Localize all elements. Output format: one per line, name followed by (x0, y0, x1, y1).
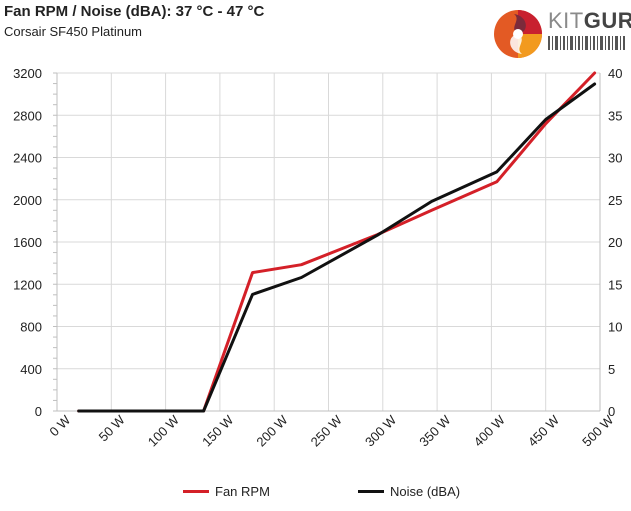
x-tick-label: 250 W (308, 412, 346, 450)
barcode-icon (548, 36, 625, 50)
y-right-tick-label: 15 (608, 277, 622, 292)
kitguru-logo: KITGURU (488, 2, 631, 64)
x-tick-label: 400 W (471, 412, 509, 450)
y-left-tick-label: 1600 (13, 235, 42, 250)
x-tick-label: 350 W (416, 412, 454, 450)
y-left-tick-label: 2400 (13, 151, 42, 166)
chart-title: Fan RPM / Noise (dBA): 37 °C - 47 °C (4, 3, 265, 20)
legend-item-fan-rpm: Fan RPM (183, 484, 270, 499)
series-line-noise (77, 82, 597, 413)
y-left-tick-label: 800 (20, 320, 42, 335)
x-tick-label: 450 W (525, 412, 563, 450)
y-left-tick-label: 400 (20, 362, 42, 377)
kitguru-swirl-icon (494, 10, 542, 58)
x-tick-label: 150 W (199, 412, 237, 450)
y-right-tick-label: 40 (608, 66, 622, 81)
legend-label-noise: Noise (dBA) (390, 484, 461, 499)
y-left-tick-label: 0 (35, 404, 42, 419)
x-tick-label: 50 W (96, 412, 129, 445)
y-left-tick-label: 2000 (13, 193, 42, 208)
y-left-tick-label: 1200 (13, 277, 42, 292)
legend-item-noise: Noise (dBA) (358, 484, 460, 499)
y-left-tick-label: 2800 (13, 108, 42, 123)
kitguru-wordmark: KITGURU (548, 8, 631, 33)
y-right-tick-label: 30 (608, 151, 622, 166)
y-right-tick-label: 25 (608, 193, 622, 208)
chart-subtitle: Corsair SF450 Platinum (4, 24, 142, 39)
x-tick-label: 300 W (362, 412, 400, 450)
y-right-tick-label: 0 (608, 404, 615, 419)
y-left-tick-label: 3200 (13, 66, 42, 81)
y-right-tick-label: 35 (608, 108, 622, 123)
x-tick-label: 100 W (145, 412, 183, 450)
x-tick-label: 200 W (253, 412, 291, 450)
x-tick-label: 0 W (46, 412, 73, 439)
y-right-tick-label: 20 (608, 235, 622, 250)
legend-swatch-noise (358, 490, 384, 493)
y-right-tick-label: 10 (608, 320, 622, 335)
legend-label-fan-rpm: Fan RPM (215, 484, 270, 499)
legend-swatch-fan-rpm (183, 490, 209, 493)
y-right-tick-label: 5 (608, 362, 615, 377)
